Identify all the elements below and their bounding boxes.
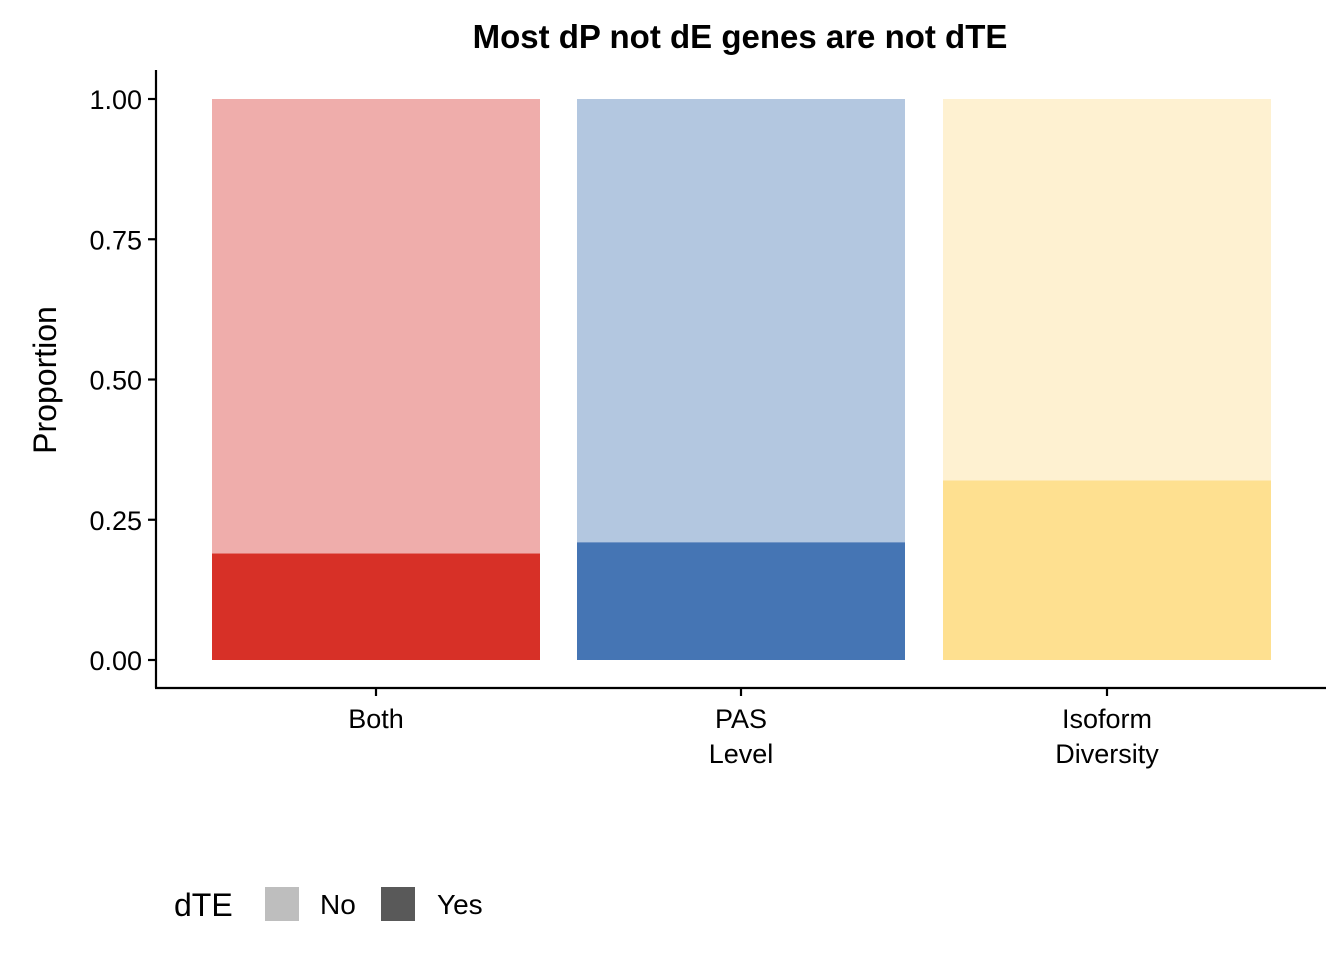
x-tick-label: Both bbox=[348, 704, 404, 734]
bar-isoform-diversity-no bbox=[943, 99, 1271, 481]
legend-key-yes bbox=[381, 887, 415, 921]
y-tick-label: 0.75 bbox=[89, 225, 142, 255]
chart-title: Most dP not dE genes are not dTE bbox=[473, 18, 1008, 55]
y-tick-label: 0.25 bbox=[89, 506, 142, 536]
y-tick-label: 1.00 bbox=[89, 85, 142, 115]
bar-pas-level-yes bbox=[577, 542, 905, 660]
bar-both-yes bbox=[212, 553, 540, 660]
legend: dTE No Yes bbox=[174, 887, 483, 923]
bar-isoform-diversity-yes bbox=[943, 480, 1271, 660]
x-tick-label: PAS Level bbox=[709, 704, 774, 769]
bar-pas-level-no bbox=[577, 99, 905, 543]
y-tick-label: 0.50 bbox=[89, 366, 142, 396]
y-axis-title: Proportion bbox=[27, 306, 63, 454]
legend-key-no bbox=[265, 887, 299, 921]
bars-layer bbox=[212, 99, 1271, 660]
legend-title: dTE bbox=[174, 887, 233, 923]
legend-label-yes: Yes bbox=[437, 889, 483, 920]
legend-label-no: No bbox=[320, 889, 356, 920]
y-tick-label: 0.00 bbox=[89, 646, 142, 676]
axes-layer: 0.00 0.25 0.50 0.75 1.00 Both PAS Level Isoform D… bbox=[89, 70, 1326, 769]
bar-both-no bbox=[212, 99, 540, 554]
x-tick-label: Isoform Diversity bbox=[1055, 704, 1159, 769]
